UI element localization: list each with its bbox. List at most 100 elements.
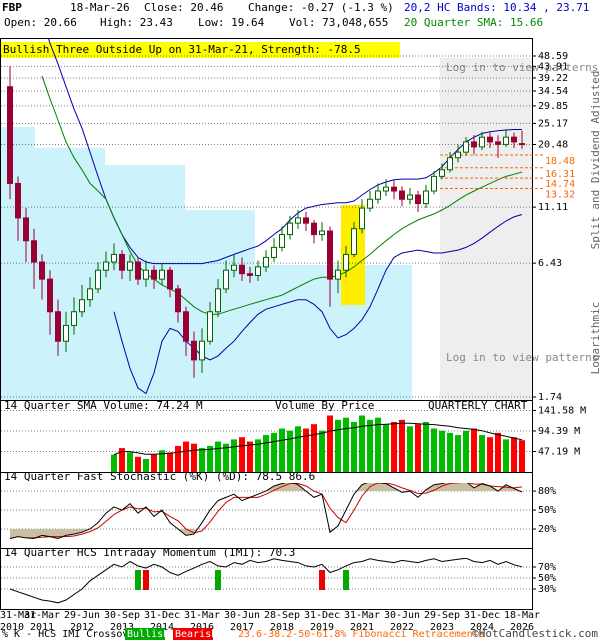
bearish-signal	[143, 570, 149, 590]
volume-bar	[319, 430, 325, 472]
candle-body	[199, 340, 205, 361]
candle-body	[7, 86, 13, 184]
candle-body	[159, 269, 165, 280]
footer-bullish: Bullish	[127, 629, 169, 640]
bullish-signal	[215, 570, 221, 590]
imi-line	[9, 558, 523, 604]
volume-bar	[159, 450, 165, 472]
stoch-k	[9, 483, 523, 540]
volume-bar	[231, 439, 237, 472]
pattern-annotation: Bullish Three Outside Up on 31-Mar-21, S…	[3, 43, 361, 56]
stoch-title: 14 Quarter Fast Stochastic (%K) (%D): 78…	[4, 470, 315, 483]
volume-bar	[407, 426, 413, 472]
candle-body	[111, 253, 117, 263]
candle-body	[447, 157, 453, 171]
volume-bar	[255, 439, 261, 472]
candle-body	[263, 256, 269, 268]
x-tick-label: 30-Jun 2022	[384, 610, 420, 633]
candle-body	[423, 190, 429, 205]
symbol: FBP	[2, 1, 22, 14]
x-tick-label: 28-Sep 2018	[264, 610, 300, 633]
volume-bar	[111, 454, 117, 472]
candle-body	[151, 269, 157, 280]
candle-body	[15, 182, 21, 219]
candle-body	[95, 269, 101, 290]
volume-bar	[447, 432, 453, 472]
stoch-d	[26, 483, 523, 539]
volume-bar	[367, 419, 373, 472]
x-tick-label: 31-Mar 2011	[24, 610, 60, 633]
volume-bar	[439, 430, 445, 472]
y-tick-label: 43.91	[538, 61, 568, 72]
login-note: Log in to view patterns in this area	[446, 351, 600, 364]
volume: Vol: 73,048,655	[289, 16, 388, 29]
y-tick-label: 94.39 M	[538, 426, 580, 437]
fib-label: 14.74	[545, 179, 575, 190]
y-tick-label: 29.85	[538, 101, 568, 112]
y-tick-label: 70%	[538, 562, 556, 573]
candle-body	[351, 228, 357, 255]
volume-bar	[191, 443, 197, 472]
volume-title: 14 Quarter SMA Volume: 74.24 M	[4, 399, 203, 412]
candle-body	[31, 240, 37, 263]
y-tick-label: 50%	[538, 505, 556, 516]
volume-bar	[343, 417, 349, 472]
pattern-banner	[0, 42, 400, 58]
candle-body	[519, 143, 525, 146]
candle-body	[23, 217, 29, 242]
candle-body	[127, 261, 133, 271]
volume-sma	[113, 422, 523, 456]
open: Open: 20.66	[4, 16, 77, 29]
login-note: Log in to view patterns in this area	[446, 61, 600, 74]
bullish-swatch	[125, 628, 165, 640]
candle-body	[343, 253, 349, 271]
volume-by-price	[1, 127, 412, 400]
volume-bar	[495, 432, 501, 472]
volume-bar	[175, 445, 181, 472]
candle-body	[487, 136, 493, 143]
y-tick-label: 30%	[538, 584, 556, 595]
candle-body	[79, 299, 85, 313]
x-tick-label: 29-Jun 2012	[64, 610, 100, 633]
volume-bar	[503, 439, 509, 472]
volume-label: Volume By Price	[275, 399, 374, 412]
y-tick-label: 11.11	[538, 202, 568, 213]
volume-bar	[287, 430, 293, 472]
candle-body	[183, 311, 189, 342]
candle-body	[279, 234, 285, 248]
x-tick-label: 29-Sep 2023	[424, 610, 460, 633]
locked-area	[440, 58, 532, 400]
volume-bar	[375, 417, 381, 472]
candle-body	[175, 288, 181, 313]
y-tick-label: 20%	[538, 524, 556, 535]
candle-body	[191, 340, 197, 361]
volume-bar	[431, 428, 437, 472]
volume-bar	[351, 422, 357, 472]
volume-bar	[151, 454, 157, 472]
candle-body	[255, 266, 261, 276]
volume-bar	[295, 426, 301, 472]
y-tick-label: 1.74	[538, 392, 562, 403]
candle-body	[119, 253, 125, 271]
y-tick-label: 141.58 M	[538, 405, 586, 416]
candle-body	[503, 136, 509, 145]
copyright: ©HotCandlestick.com	[472, 627, 598, 640]
candle-body	[431, 175, 437, 192]
volume-bar	[127, 452, 133, 472]
y-tick-label: 48.59	[538, 51, 568, 62]
bearish-swatch	[173, 628, 213, 640]
volume-bar	[263, 435, 269, 472]
candle-body	[319, 230, 325, 236]
candle-body	[415, 194, 421, 205]
candle-body	[359, 207, 365, 230]
candle-body	[471, 141, 477, 148]
volume-bar	[415, 424, 421, 472]
side-label: Split and Dividend Adjusted	[589, 71, 600, 250]
bullish-signal	[135, 570, 141, 590]
volume-bar	[311, 424, 317, 472]
candle-body	[391, 186, 397, 192]
candle-body	[327, 230, 333, 280]
candle-body	[399, 190, 405, 200]
